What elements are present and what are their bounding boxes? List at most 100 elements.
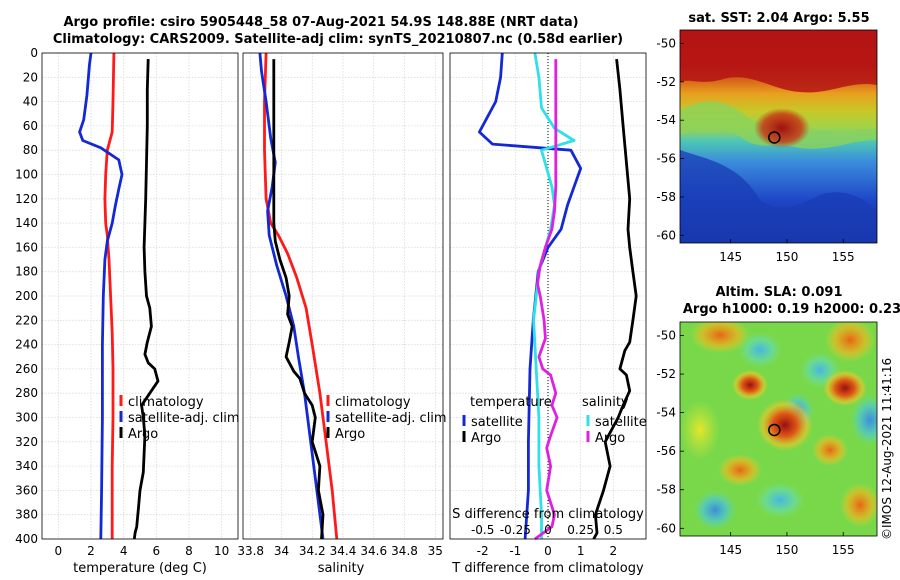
x-tick-label: 0 — [544, 544, 552, 558]
sla-map-axes: 145 150 155 -50 -52 -54 -56 -58 -60 — [656, 328, 854, 557]
map-y-tick-label: -58 — [656, 483, 676, 497]
y-tick-label: 400 — [15, 532, 38, 546]
legend-title-temperature: temperature — [470, 395, 552, 410]
sla-anomaly — [718, 454, 762, 486]
series-line-climatology — [103, 52, 116, 539]
x-tick-label: 35 — [428, 544, 443, 558]
sla-anomaly — [738, 332, 782, 368]
sla-map — [680, 322, 877, 536]
figure-title-line2: Climatology: CARS2009. Satellite-adj cli… — [53, 32, 623, 47]
axes-frame — [449, 52, 647, 540]
x2-axis-label: S difference from climatology — [452, 507, 644, 522]
legend-label: climatology — [335, 395, 411, 410]
axes-frame — [41, 52, 239, 540]
x-tick-label: -2 — [477, 544, 489, 558]
sla-anomaly — [840, 483, 877, 527]
series-line-argo — [272, 59, 325, 540]
x-tick-label: 2 — [87, 544, 95, 558]
legend-label: Argo — [335, 427, 365, 442]
sla-anomaly — [757, 399, 813, 451]
x-tick-label: -1 — [509, 544, 521, 558]
x-axis-label: temperature (deg C) — [73, 561, 207, 576]
x2-tick-label: 0 — [544, 523, 552, 537]
sla-anomaly — [812, 434, 848, 466]
sla-map-frame — [679, 321, 878, 537]
y-tick-label: 20 — [23, 70, 38, 84]
x-tick-label: 2 — [610, 544, 618, 558]
map-y-tick-label: -58 — [656, 190, 676, 204]
sla-anomaly — [680, 400, 720, 460]
sst-warm-eddy — [754, 108, 810, 148]
y-tick-label: 380 — [15, 508, 38, 522]
legend-label: Argo — [128, 427, 158, 442]
x2-tick-label: -0.25 — [500, 523, 531, 537]
sla-anomaly — [850, 394, 877, 446]
temperature-profile-panel: 0204060801001201401601802002202402602803… — [15, 46, 240, 576]
y-tick-label: 60 — [23, 119, 38, 133]
x-tick-label: 34 — [274, 544, 289, 558]
sla-anomaly — [823, 370, 867, 406]
y-tick-label: 120 — [15, 192, 38, 206]
sst-map-axes: 145 150 155 -50 -52 -54 -56 -58 -60 — [656, 36, 854, 264]
series-line-satellite-adj-clim — [258, 52, 325, 540]
y-tick-label: 80 — [23, 143, 38, 157]
y-tick-label: 320 — [15, 435, 38, 449]
sla-anomaly — [693, 490, 737, 530]
series-line-t-argo — [592, 58, 638, 540]
legend-label: Argo — [595, 431, 625, 446]
map-y-tick-label: -54 — [656, 113, 676, 127]
sla-anomaly — [825, 322, 875, 362]
y-tick-label: 260 — [15, 362, 38, 376]
map-y-tick-label: -60 — [656, 521, 676, 535]
sst-map-title: sat. SST: 2.04 Argo: 5.55 — [688, 11, 869, 26]
series-line-climatology — [263, 52, 339, 540]
y-tick-label: 0 — [30, 46, 38, 60]
x-axis-label: salinity — [318, 561, 365, 576]
salinity-profile-panel: 33.8 34 34.2 34.4 34.6 34.8 35 salinity climatol… — [237, 52, 447, 576]
x-tick-label: 6 — [153, 544, 161, 558]
y-tick-label: 100 — [15, 168, 38, 182]
difference-profile-panel: -2 -1 0 1 2 T difference from climatology temp… — [449, 52, 647, 576]
map-x-tick-label: 150 — [775, 250, 798, 264]
x-tick-label: 1 — [577, 544, 585, 558]
map-x-tick-label: 150 — [775, 543, 798, 557]
legend-label: satellite — [471, 415, 523, 430]
plot-area — [42, 53, 238, 539]
axes-frame — [242, 52, 444, 540]
sla-map-title-line1: Altim. SLA: 0.091 — [716, 285, 843, 300]
sla-anomaly — [690, 322, 750, 353]
y-tick-label: 140 — [15, 216, 38, 230]
map-y-tick-label: -60 — [656, 228, 676, 242]
legend-label: satellite — [595, 415, 647, 430]
x2-tick-label: 0.25 — [567, 523, 594, 537]
map-x-tick-label: 155 — [832, 543, 855, 557]
y-tick-label: 340 — [15, 459, 38, 473]
x-axis-label: T difference from climatology — [451, 561, 644, 576]
y-tick-label: 240 — [15, 338, 38, 352]
legend-title-salinity: salinity — [582, 395, 629, 410]
map-x-tick-label: 145 — [719, 250, 742, 264]
x-tick-label: 10 — [214, 544, 229, 558]
legend-label: climatology — [128, 395, 204, 410]
y-tick-label: 360 — [15, 483, 38, 497]
sla-anomaly — [755, 482, 805, 518]
x2-tick-label: 0.5 — [604, 523, 623, 537]
map-y-tick-label: -50 — [656, 36, 676, 50]
sst-map-frame — [679, 29, 878, 244]
x-tick-label: 33.8 — [237, 544, 264, 558]
x-tick-label: 8 — [185, 544, 193, 558]
legend-label: satellite-adj. clim — [335, 411, 447, 426]
x-tick-label: 34.2 — [299, 544, 326, 558]
sst-map — [680, 30, 877, 243]
y-tick-label: 200 — [15, 289, 38, 303]
x2-tick-label: -0.5 — [471, 523, 494, 537]
sst-float-marker — [768, 131, 781, 144]
sst-cold-tongue — [680, 150, 877, 243]
x-tick-label: 34.4 — [330, 544, 357, 558]
y-tick-label: 280 — [15, 386, 38, 400]
y-tick-label: 300 — [15, 411, 38, 425]
x-tick-label: 0 — [55, 544, 63, 558]
y-tick-label: 40 — [23, 95, 38, 109]
series-line-t-satellite — [478, 52, 583, 540]
sla-anomaly — [732, 370, 768, 400]
